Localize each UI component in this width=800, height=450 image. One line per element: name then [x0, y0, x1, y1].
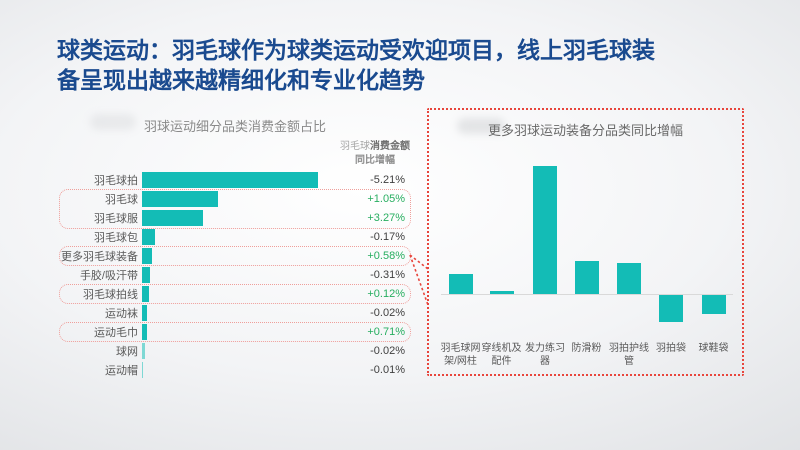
bar [617, 263, 641, 294]
yoy-value-label: -0.17% [370, 230, 405, 243]
bar-row: 运动毛巾 +0.71% [55, 322, 415, 341]
category-label: 防滑粉 [571, 343, 602, 354]
bar [448, 274, 473, 294]
bar [142, 342, 145, 359]
yoy-value-label: -0.31% [370, 268, 405, 281]
value-header-line2: 同比增幅 [355, 155, 395, 166]
category-label: 手胶/吸汗带 [79, 269, 138, 282]
bar-row: 运动袜 -0.02% [55, 303, 415, 322]
bar-track [142, 228, 335, 245]
category-label: 羽拍袋 [656, 343, 686, 354]
category-label: 羽毛球网 架/网柱 [440, 343, 481, 367]
bar-row: 羽毛球拍线 +0.12% [55, 284, 415, 303]
category-label: 羽拍护线管 [609, 343, 649, 367]
yoy-value-label: -0.02% [370, 344, 405, 357]
bar-row: 羽毛球 +1.05% [55, 189, 415, 208]
category-label: 更多羽毛球装备 [61, 250, 138, 263]
bar [142, 247, 152, 264]
bar-track [142, 304, 335, 321]
bar-row: 羽毛球包 -0.17% [55, 227, 415, 246]
bar [142, 228, 155, 245]
category-label: 球网 [116, 345, 138, 358]
bar [489, 291, 514, 294]
bar [142, 361, 143, 378]
slide-title: 球类运动：羽毛球作为球类运动受欢迎项目，线上羽毛球装 备呈现出越来越精细化和专业… [57, 36, 697, 96]
bar [574, 261, 599, 294]
bar-row: 羽毛球服 +3.27% [55, 208, 415, 227]
value-header-prefix: 羽毛球 [340, 141, 370, 152]
bar-track [142, 247, 335, 264]
bar [142, 190, 218, 207]
category-label: 羽毛球 [105, 193, 138, 206]
bar-row: 更多羽毛球装备 +0.58% [55, 246, 415, 265]
blurred-watermark [457, 118, 505, 134]
blurred-watermark [90, 114, 136, 130]
value-column-header: 羽毛球消费金额 同比增幅 [330, 140, 420, 168]
bar [142, 171, 318, 188]
yoy-value-label: -0.01% [370, 363, 405, 376]
category-label: 运动毛巾 [94, 326, 138, 339]
bar-track [142, 190, 335, 207]
right-panel: 更多羽球运动装备分品类同比增幅 羽毛球网 架/网柱 穿线机及 配件 发力练习器防滑粉 羽拍… [427, 108, 744, 376]
bar-row: 羽毛球拍 -5.21% [55, 170, 415, 189]
value-header-bold: 消费金额 [370, 141, 410, 152]
bar-row: 手胶/吸汗带 -0.31% [55, 265, 415, 284]
category-label: 穿线机及 配件 [481, 343, 522, 367]
bar [142, 266, 150, 283]
category-label: 发力练习器 [525, 343, 565, 367]
category-label: 运动袜 [105, 307, 138, 320]
bar-track [142, 323, 335, 340]
bar [142, 209, 203, 226]
yoy-value-label: -5.21% [370, 173, 405, 186]
bar [701, 295, 726, 314]
yoy-value-label: -0.02% [370, 306, 405, 319]
bar [659, 295, 683, 322]
category-label: 羽毛球拍 [94, 174, 138, 187]
bar-track [142, 285, 335, 302]
slide-title-line2: 备呈现出越来越精细化和专业化趋势 [57, 66, 425, 93]
slide-title-line1: 球类运动：羽毛球作为球类运动受欢迎项目，线上羽毛球装 [57, 37, 655, 63]
left-chart-rows: 羽毛球拍 -5.21% 羽毛球 +1.05% 羽毛球服 +3.27% 羽毛球包 -0.17% 更… [55, 170, 415, 379]
bar-track [142, 171, 335, 188]
bar [142, 285, 149, 302]
bar-track [142, 361, 335, 378]
yoy-value-label: +3.27% [367, 211, 405, 224]
bar-track [142, 209, 335, 226]
category-label: 羽毛球拍线 [83, 288, 138, 301]
left-chart-title: 羽球运动细分品类消费金额占比 [143, 119, 326, 134]
bar-track [142, 342, 335, 359]
bar [142, 323, 147, 340]
yoy-value-label: +0.58% [367, 249, 405, 262]
bar-track [142, 266, 335, 283]
bar [533, 166, 557, 294]
x-axis-baseline [441, 294, 733, 295]
yoy-value-label: +0.71% [367, 325, 405, 338]
right-chart-title: 更多羽球运动装备分品类同比增幅 [487, 123, 683, 138]
yoy-value-label: +0.12% [367, 287, 405, 300]
category-label: 球鞋袋 [698, 343, 729, 354]
bar-row: 运动帽 -0.01% [55, 360, 415, 379]
right-chart-category-labels: 羽毛球网 架/网柱 穿线机及 配件 发力练习器防滑粉 羽拍护线管羽拍袋 球鞋袋 [429, 342, 742, 374]
category-label: 羽毛球包 [94, 231, 138, 244]
category-label: 运动帽 [105, 364, 138, 377]
bar-row: 球网 -0.02% [55, 341, 415, 360]
bar [142, 304, 147, 321]
category-label: 羽毛球服 [94, 212, 138, 225]
yoy-value-label: +1.05% [367, 192, 405, 205]
right-bar-chart-plot [429, 150, 742, 330]
left-bar-chart: 羽球运动细分品类消费金额占比 羽毛球消费金额 同比增幅 羽毛球拍 -5.21% 羽毛… [55, 108, 415, 393]
